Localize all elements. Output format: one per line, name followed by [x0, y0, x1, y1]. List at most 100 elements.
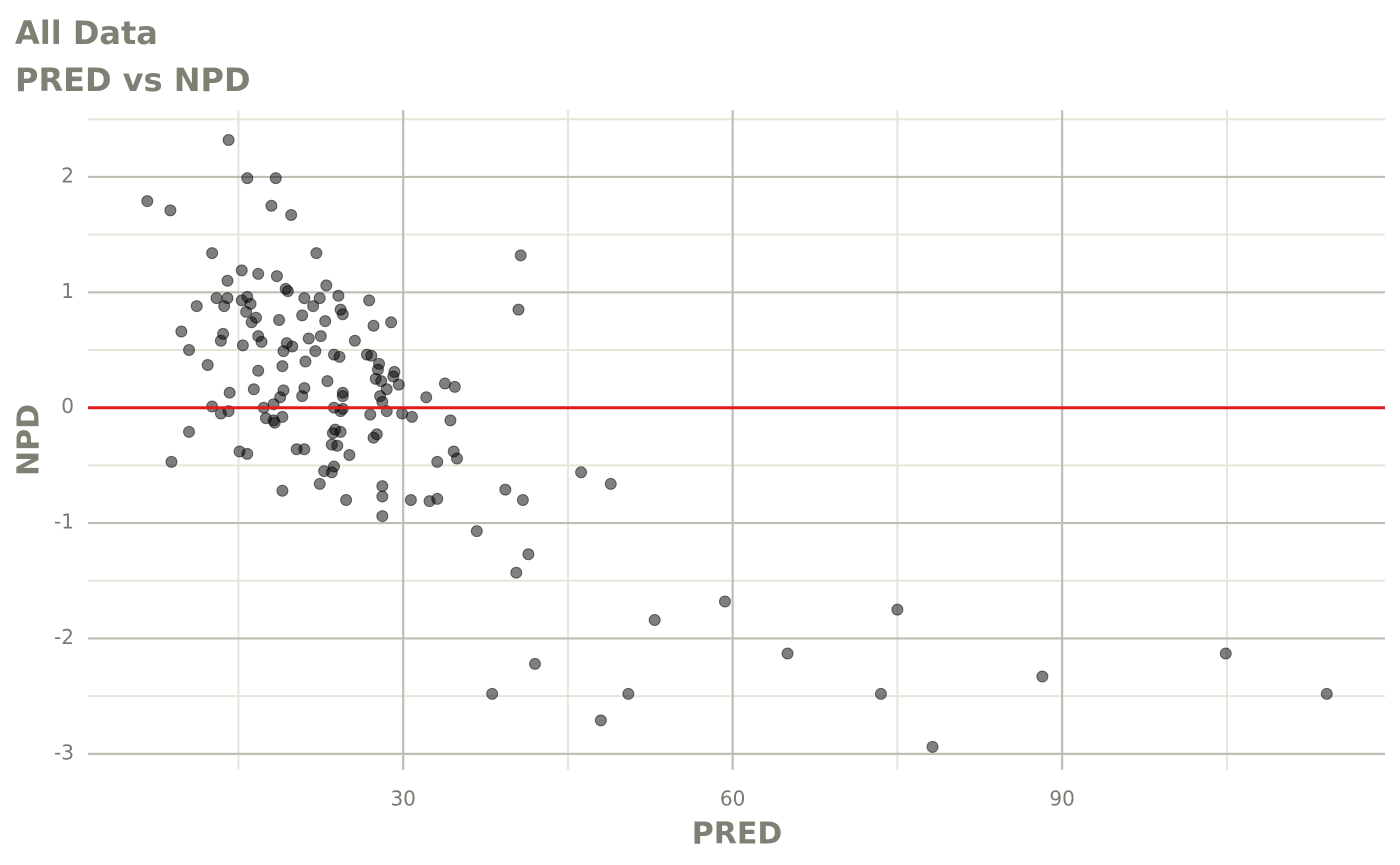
point: [336, 308, 349, 321]
point: [268, 416, 281, 429]
point: [321, 375, 334, 388]
point: [241, 172, 254, 185]
point: [334, 425, 347, 438]
point: [325, 466, 338, 479]
point: [214, 334, 227, 347]
point: [252, 364, 265, 377]
point: [290, 443, 303, 456]
point: [299, 355, 312, 368]
point: [332, 289, 345, 302]
point: [235, 264, 248, 277]
point: [307, 300, 320, 313]
y-tick-label: -2: [54, 625, 74, 649]
point: [470, 525, 483, 538]
point: [223, 386, 236, 399]
point: [594, 714, 607, 727]
point: [516, 494, 529, 506]
point: [298, 292, 311, 305]
point: [175, 325, 188, 338]
point: [218, 300, 231, 313]
point: [392, 378, 405, 391]
point: [273, 314, 286, 326]
point: [376, 510, 389, 523]
point: [285, 209, 298, 221]
point: [276, 360, 289, 373]
point: [343, 449, 356, 461]
point: [348, 334, 361, 347]
y-axis-title: NPD: [12, 404, 47, 476]
point: [252, 267, 265, 280]
point: [214, 407, 227, 420]
point: [165, 455, 178, 468]
chart-title: All Data: [15, 14, 158, 52]
point: [281, 285, 294, 298]
point: [514, 249, 527, 262]
point: [648, 614, 661, 626]
point: [320, 279, 333, 292]
point: [269, 172, 282, 185]
point: [367, 431, 380, 444]
grid: [88, 110, 1385, 770]
x-tick-label: 30: [390, 787, 415, 811]
point: [183, 344, 196, 356]
y-tick-label: -3: [54, 740, 74, 764]
point: [319, 315, 332, 328]
point: [331, 439, 344, 452]
y-tick-label: 2: [61, 163, 74, 187]
point: [376, 490, 389, 503]
point: [333, 350, 346, 363]
point: [510, 566, 523, 579]
point: [363, 294, 376, 307]
point: [528, 657, 541, 670]
point: [240, 305, 253, 318]
point: [451, 452, 464, 465]
point: [270, 270, 283, 283]
point: [255, 335, 268, 348]
point: [874, 687, 887, 700]
point: [313, 477, 326, 490]
point: [718, 595, 731, 608]
point: [296, 309, 309, 322]
point: [367, 319, 380, 332]
point: [310, 247, 323, 260]
chart-subtitle: PRED vs NPD: [15, 61, 251, 99]
point: [1036, 670, 1049, 683]
point: [221, 274, 234, 287]
point: [277, 345, 290, 358]
point: [164, 204, 177, 217]
x-axis-title: PRED: [692, 817, 782, 852]
point: [622, 687, 635, 700]
point: [781, 647, 794, 660]
point: [222, 134, 235, 146]
point: [431, 455, 444, 468]
point: [276, 484, 289, 497]
point: [448, 380, 461, 393]
point: [313, 292, 326, 305]
points: [141, 134, 1333, 753]
point: [245, 316, 258, 329]
point: [420, 391, 433, 404]
point: [265, 199, 278, 212]
point: [522, 548, 535, 561]
point: [206, 247, 219, 260]
point: [396, 407, 409, 420]
point: [486, 687, 499, 700]
point: [376, 480, 389, 493]
point: [364, 408, 377, 421]
point: [1320, 687, 1333, 700]
point: [926, 740, 939, 753]
point: [604, 477, 617, 490]
point: [302, 332, 315, 345]
point: [336, 390, 349, 403]
point: [365, 349, 378, 362]
point: [314, 330, 327, 343]
point: [190, 300, 203, 313]
x-tick-label: 60: [720, 787, 745, 811]
point: [241, 447, 254, 460]
point: [512, 303, 525, 316]
point: [201, 359, 214, 371]
y-tick-label: -1: [54, 510, 74, 534]
point: [296, 390, 309, 403]
